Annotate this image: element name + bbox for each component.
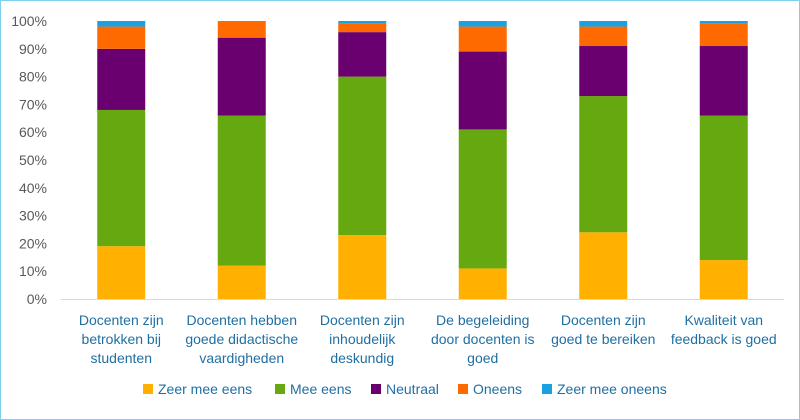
x-category-label-line: Docenten zijn <box>79 312 164 328</box>
legend-swatch <box>371 384 381 394</box>
x-category-label-line: feedback is goed <box>671 331 777 347</box>
x-category-label: Docenten zijn inhoudelijk deskundig <box>320 312 405 366</box>
y-tick-label: 40% <box>19 180 47 196</box>
y-tick-label: 50% <box>19 152 47 168</box>
x-category-label: De begeleiding door docenten is goed <box>431 312 535 366</box>
bar-segment-mee-eens <box>579 96 628 233</box>
bar-segment-zeer-mee-eens <box>458 268 507 299</box>
bar-segment-zeer-mee-eens <box>338 235 387 299</box>
bar-segment-neutraal <box>97 48 146 110</box>
y-tick-label: 30% <box>19 208 47 224</box>
bar-segment-zeer-mee-oneens <box>699 21 748 24</box>
y-tick-label: 10% <box>19 263 47 279</box>
bar-segment-oneens <box>338 23 387 33</box>
bar-segment-zeer-mee-oneens <box>97 21 146 27</box>
x-category-label: Kwaliteit van feedback is goed <box>671 312 777 347</box>
legend-label: Zeer mee oneens <box>557 381 667 397</box>
bars <box>97 21 748 299</box>
bar-segment-mee-eens <box>97 109 146 247</box>
bar-segment-oneens <box>579 26 628 47</box>
bar-segment-zeer-mee-eens <box>699 260 748 299</box>
bar-segment-neutraal <box>217 37 266 116</box>
bar-segment-mee-eens <box>699 115 748 261</box>
bar-segment-zeer-mee-oneens <box>579 21 628 27</box>
legend-swatch <box>275 384 285 394</box>
x-category-label-line: vaardigheden <box>199 350 284 366</box>
y-tick-label: 0% <box>27 291 47 307</box>
x-category-label-line: inhoudelijk <box>329 331 396 347</box>
legend-label: Neutraal <box>386 381 439 397</box>
x-category-label-line: Docenten zijn <box>561 312 646 328</box>
legend-label: Zeer mee eens <box>158 381 252 397</box>
bar-segment-mee-eens <box>217 115 266 266</box>
bar-segment-zeer-mee-oneens <box>338 21 387 24</box>
bar-segment-oneens <box>699 23 748 47</box>
x-category-label-line: goed te bereiken <box>551 331 655 347</box>
x-category-label-line: Docenten zijn <box>320 312 405 328</box>
bar-segment-zeer-mee-eens <box>579 232 628 299</box>
legend-swatch <box>143 384 153 394</box>
y-axis: 0% 10% 20% 30% 40% 50% 60% 70% 80% 90% 100% <box>11 13 47 307</box>
x-category-label-line: deskundig <box>330 350 394 366</box>
x-category-label-line: door docenten is <box>431 331 535 347</box>
bar-segment-oneens <box>97 26 146 49</box>
x-category-label-line: studenten <box>91 350 153 366</box>
x-category-label-line: De begeleiding <box>436 312 529 328</box>
x-category-label: Docenten hebben goede didactische vaardigh… <box>185 312 298 366</box>
y-tick-label: 100% <box>11 13 47 29</box>
legend-swatch <box>458 384 468 394</box>
legend-label: Mee eens <box>290 381 351 397</box>
bar-segment-zeer-mee-oneens <box>458 21 507 27</box>
legend-label: Oneens <box>473 381 522 397</box>
legend-swatch <box>542 384 552 394</box>
x-category-label: Docenten zijn goed te bereiken <box>551 312 655 347</box>
bar-segment-neutraal <box>338 32 387 77</box>
x-category-label-line: betrokken bij <box>82 331 161 347</box>
bar-segment-neutraal <box>699 46 748 116</box>
y-tick-label: 70% <box>19 96 47 112</box>
bar-segment-mee-eens <box>458 129 507 269</box>
x-axis: Docenten zijn betrokken bij studentenDocen… <box>61 299 784 366</box>
x-category-label: Docenten zijn betrokken bij studenten <box>79 312 164 366</box>
bar-segment-oneens <box>217 21 266 38</box>
x-category-label-line: Docenten hebben <box>186 312 297 328</box>
bar-segment-zeer-mee-eens <box>97 246 146 299</box>
x-category-label-line: goed <box>467 350 498 366</box>
y-tick-label: 80% <box>19 69 47 85</box>
bar-segment-zeer-mee-eens <box>217 265 266 299</box>
x-category-label-line: Kwaliteit van <box>684 312 763 328</box>
bar-segment-neutraal <box>579 46 628 97</box>
y-tick-label: 90% <box>19 41 47 57</box>
bar-segment-oneens <box>458 26 507 52</box>
y-tick-label: 20% <box>19 235 47 251</box>
y-tick-label: 60% <box>19 124 47 140</box>
x-category-label-line: goede didactische <box>185 331 298 347</box>
legend: Zeer mee eens Mee eens Neutraal Oneens Zeer … <box>143 381 667 397</box>
bar-segment-neutraal <box>458 51 507 130</box>
bar-segment-mee-eens <box>338 76 387 236</box>
